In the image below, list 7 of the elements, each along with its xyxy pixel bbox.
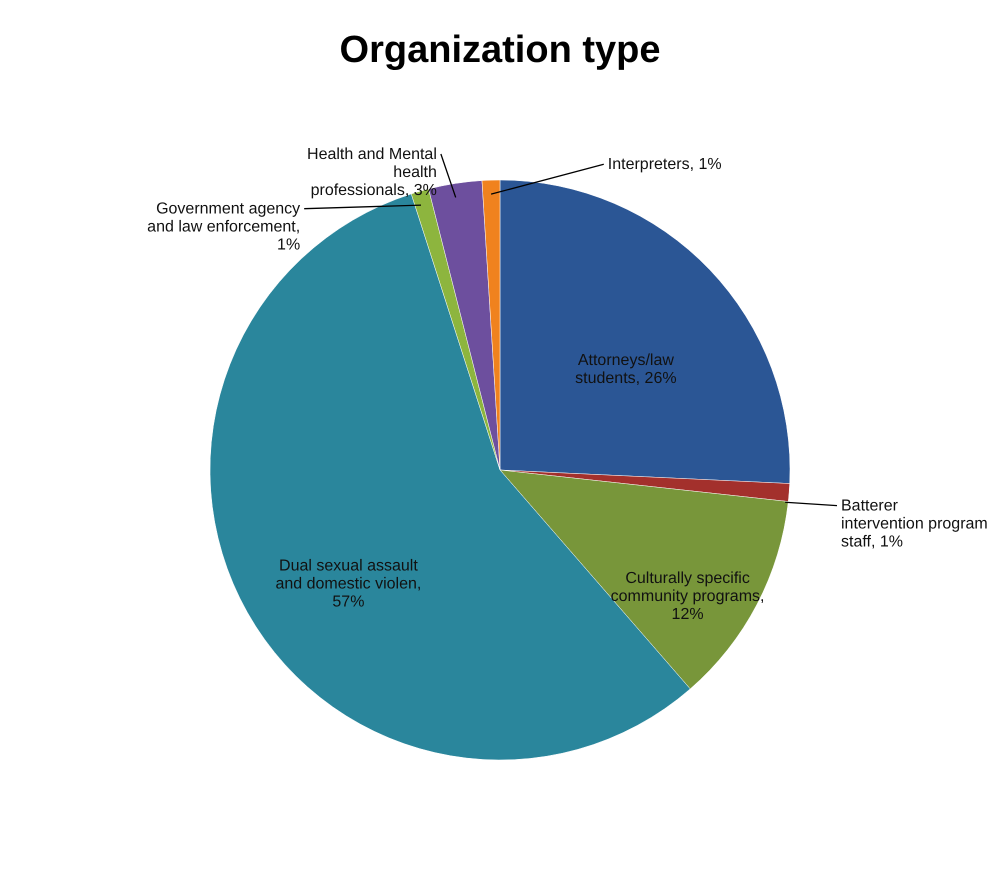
- slice-label: Batterer intervention program staff, 1%: [841, 498, 988, 551]
- slice-label: Health and Mental health professionals, 3%: [307, 146, 437, 199]
- slice-label: Government agency and law enforcement, 1%: [147, 200, 300, 254]
- slice-label: Interpreters, 1%: [608, 156, 722, 174]
- slice-label: Attorneys/law students, 26%: [575, 352, 677, 387]
- chart-title: Organization type: [340, 29, 660, 71]
- slice-label: Dual sexual assault and domestic violen, 57%: [275, 557, 422, 610]
